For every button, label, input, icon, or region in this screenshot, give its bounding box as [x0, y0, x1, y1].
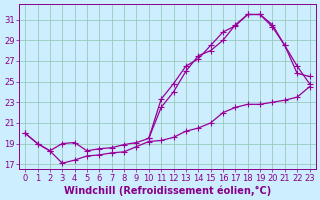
X-axis label: Windchill (Refroidissement éolien,°C): Windchill (Refroidissement éolien,°C) [64, 185, 271, 196]
